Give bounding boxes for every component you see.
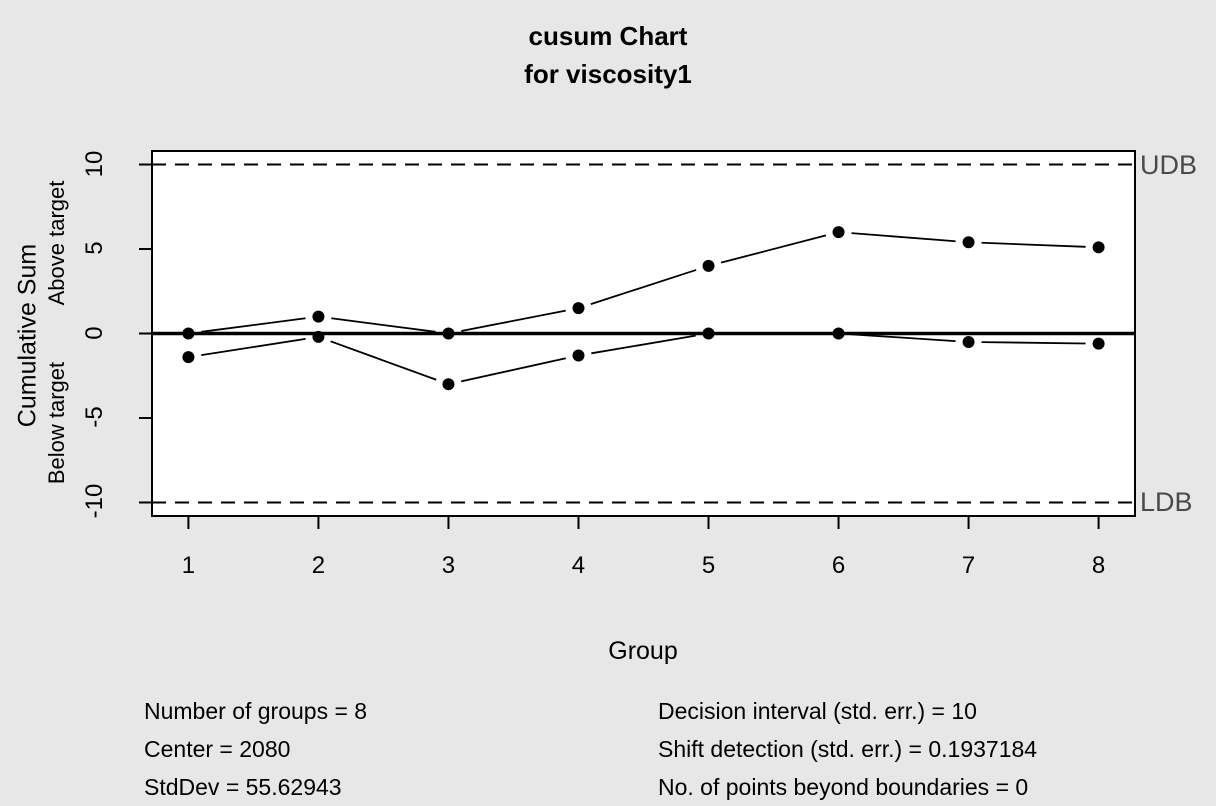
- cusum-above-target-segment: [331, 317, 436, 333]
- cusum-above-target-segment: [590, 269, 697, 305]
- stats-right-column: Decision interval (std. err.) = 10 Shift …: [658, 692, 1037, 806]
- cusum-below-target-point: [832, 327, 845, 340]
- cusum-above-target-point: [702, 259, 715, 272]
- stats-line-right: Shift detection (std. err.) = 0.1937184: [658, 736, 1038, 762]
- y-tick-label: -10: [81, 484, 108, 519]
- stats-left-column: Number of groups = 8 Center = 2080 StdDev …: [144, 692, 367, 806]
- x-tick-label: 4: [571, 552, 586, 579]
- x-tick-label: 3: [441, 552, 456, 579]
- cusum-above-target-segment: [981, 241, 1086, 248]
- x-tick-label: 2: [311, 552, 326, 579]
- y-tick-label: -5: [81, 406, 108, 428]
- x-tick-label: 7: [961, 552, 976, 579]
- y-axis-label: Cumulative Sum: [13, 243, 42, 428]
- y-axis-below-target-label: Below target: [44, 361, 69, 485]
- cusum-below-target-segment: [591, 334, 696, 355]
- cusum-below-target-point: [182, 351, 195, 364]
- cusum-below-target-segment: [851, 333, 956, 343]
- lower-boundary-label: LDB: [1140, 487, 1193, 517]
- stats-line-right: No. of points beyond boundaries = 0: [658, 774, 1029, 800]
- cusum-above-target-point: [312, 310, 325, 323]
- x-axis-label: Group: [608, 637, 678, 665]
- cusum-below-target-point: [442, 378, 455, 391]
- cusum-above-target-segment: [201, 317, 306, 333]
- upper-boundary-label: UDB: [1140, 150, 1198, 180]
- cusum-above-target-point: [442, 327, 455, 340]
- stats-line-left: Center = 2080: [144, 736, 291, 762]
- y-tick-label: 5: [81, 241, 108, 255]
- stats-line-right: Decision interval (std. err.) = 10: [658, 698, 977, 724]
- x-tick-label: 5: [701, 552, 716, 579]
- cusum-below-target-segment: [330, 340, 437, 381]
- cusum-above-target-point: [572, 302, 585, 315]
- cusum-above-target-point: [1092, 241, 1105, 254]
- y-tick-label: 10: [81, 150, 108, 177]
- x-tick-label: 8: [1091, 552, 1106, 579]
- y-tick-label: 0: [81, 325, 108, 340]
- cusum-above-target-point: [832, 226, 845, 239]
- cusum-above-target-segment: [461, 309, 566, 332]
- cusum-above-target-segment: [720, 234, 827, 264]
- cusum-below-target-segment: [201, 337, 306, 357]
- x-tick-label: 6: [831, 552, 846, 579]
- chart-title: cusum Chart for viscosity1: [0, 17, 1216, 93]
- cusum-above-target-point: [182, 327, 195, 340]
- cusum-below-target-point: [702, 327, 715, 340]
- cusum-below-target-point: [1092, 337, 1105, 350]
- cusum-above-target-point: [962, 236, 975, 249]
- chart-title-line2: for viscosity1: [524, 59, 692, 89]
- x-tick-label: 1: [181, 552, 196, 579]
- stats-line-left: StdDev = 55.62943: [144, 774, 342, 800]
- cusum-below-target-segment: [460, 357, 566, 383]
- cusum-below-target-segment: [981, 341, 1086, 345]
- cusum-below-target-point: [312, 330, 325, 343]
- cusum-below-target-point: [962, 335, 975, 348]
- y-axis-above-target-label: Above target: [44, 180, 69, 306]
- stats-line-left: Number of groups = 8: [144, 698, 368, 724]
- cusum-below-target-point: [572, 349, 585, 362]
- cusum-above-target-segment: [851, 232, 956, 243]
- chart-title-line1: cusum Chart: [528, 21, 688, 51]
